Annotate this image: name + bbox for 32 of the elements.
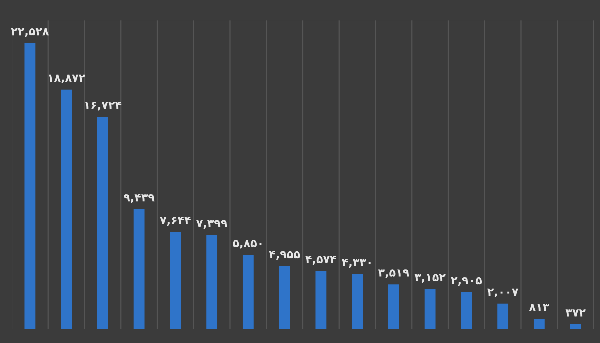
bar	[134, 210, 145, 330]
data-label: ۱۶,۷۲۴	[85, 102, 122, 111]
bar	[461, 292, 472, 330]
bar	[242, 255, 254, 330]
data-label: ۱۸,۸۷۲	[49, 74, 86, 84]
bar	[170, 232, 182, 330]
bar	[388, 284, 400, 330]
bar	[24, 43, 36, 330]
bar	[316, 271, 327, 330]
data-label: ۸۱۳	[529, 304, 550, 312]
bar	[534, 318, 545, 330]
bar	[97, 117, 108, 330]
bar	[498, 304, 509, 330]
data-label: ۴,۵۷۴	[306, 256, 336, 265]
data-label: ۳۷۲	[566, 310, 586, 317]
data-label: ۷,۳۹۹	[196, 220, 228, 230]
data-label: ۲,۰۰۷	[488, 288, 519, 298]
bar	[424, 289, 436, 330]
data-label: ۹,۴۳۹	[124, 194, 155, 204]
data-label: ۲,۹۰۵	[451, 277, 482, 286]
data-label: ۴,۹۵۵	[269, 251, 300, 260]
bar	[352, 274, 364, 330]
data-label: ۳,۵۱۹	[378, 270, 410, 278]
bar	[206, 235, 218, 330]
data-label: ۳,۱۵۲	[414, 274, 446, 283]
bar	[279, 266, 290, 330]
data-label: ۵,۸۵۰	[233, 240, 262, 249]
data-label: ۴,۳۳۰	[342, 259, 371, 268]
bar	[570, 324, 582, 330]
data-label: ۲۲,۵۲۸	[11, 28, 50, 38]
data-label: ۷,۶۴۴	[160, 217, 191, 226]
bar	[61, 90, 72, 330]
